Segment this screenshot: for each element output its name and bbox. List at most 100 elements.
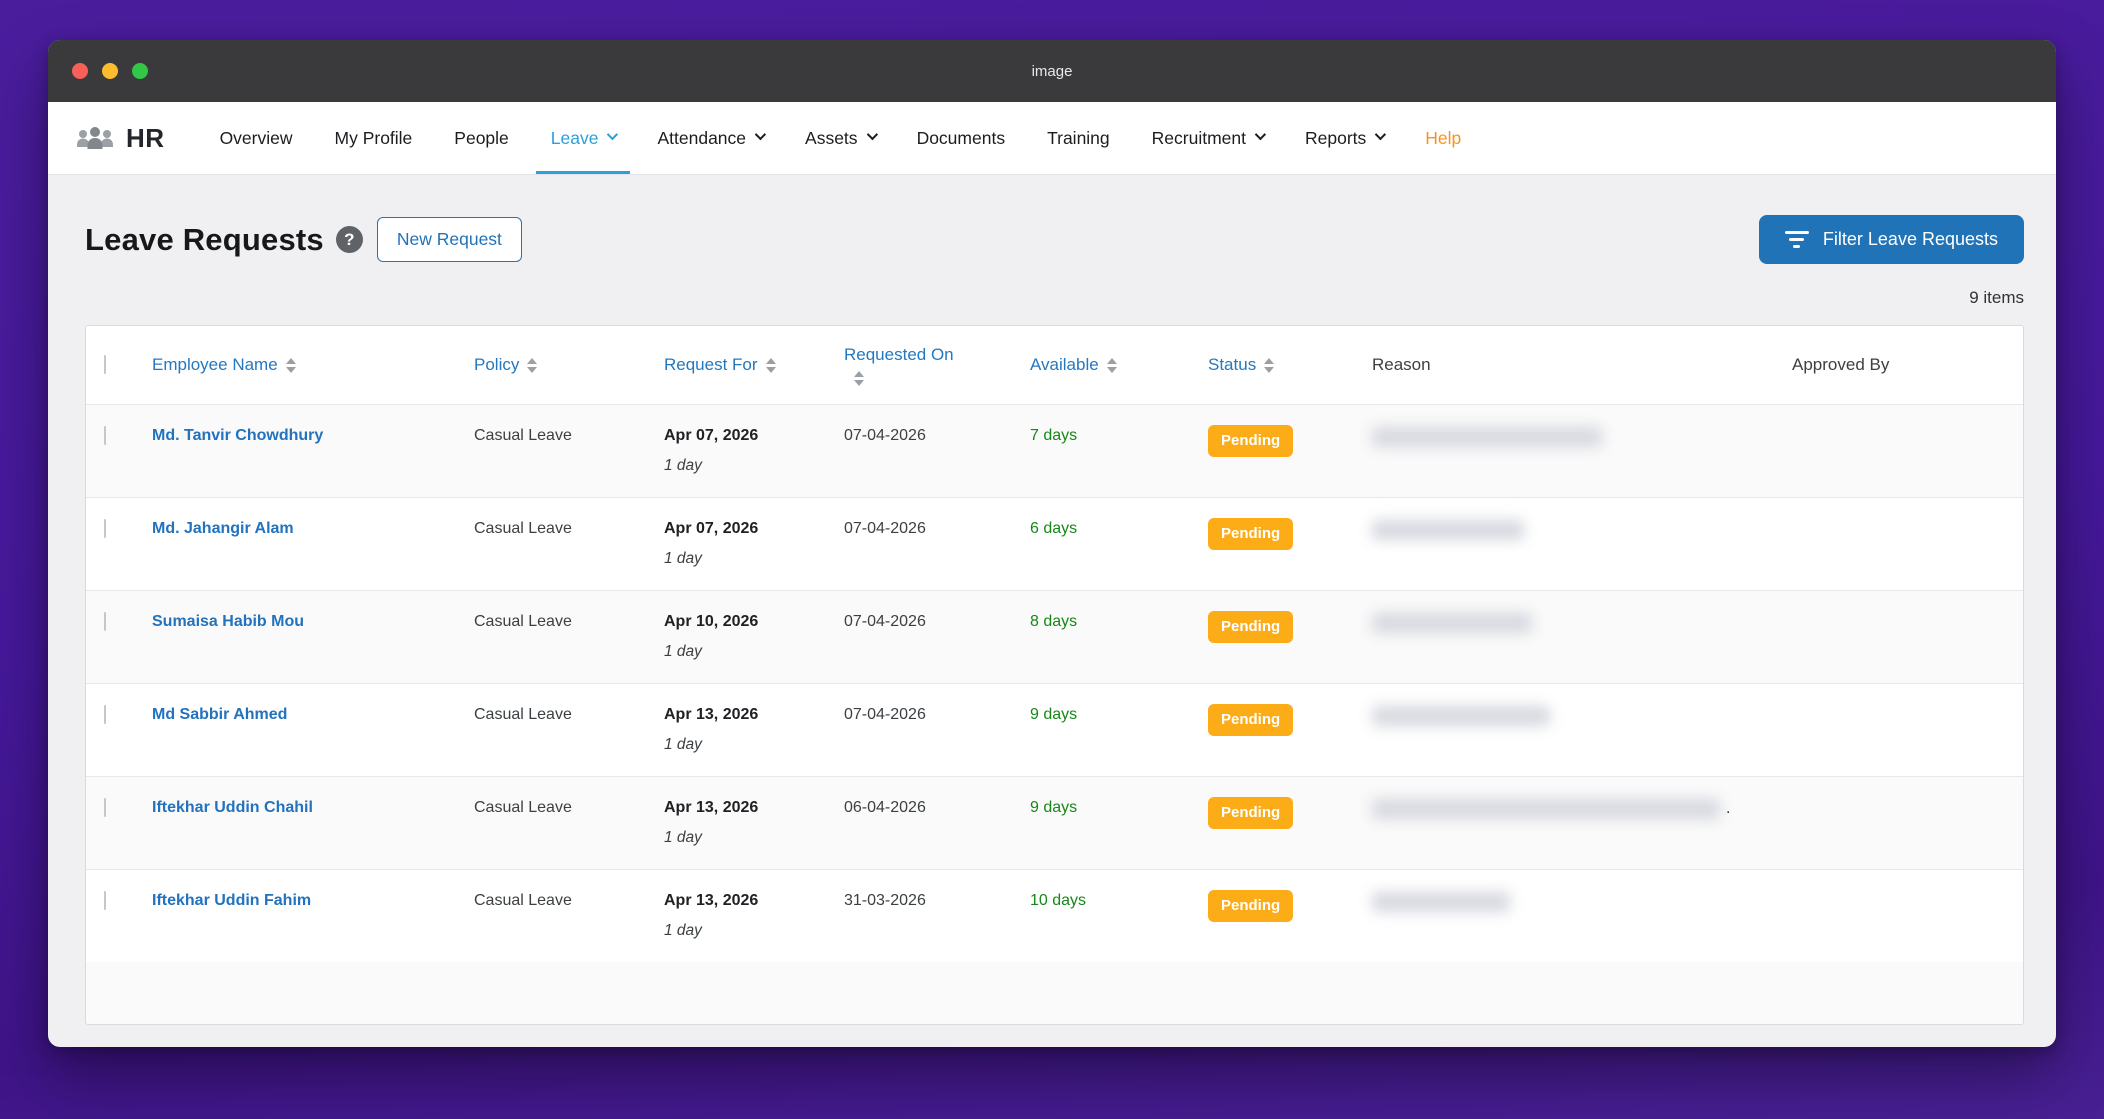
column-header-requested-on[interactable]: Requested On xyxy=(842,345,1028,386)
nav-item-label: Help xyxy=(1425,127,1462,148)
row-checkbox[interactable] xyxy=(104,891,106,910)
requested-on-cell: 06-04-2026 xyxy=(844,799,926,816)
nav-item-label: My Profile xyxy=(334,127,413,148)
employee-name-link[interactable]: Md. Jahangir Alam xyxy=(152,520,294,537)
nav-item-assets[interactable]: Assets xyxy=(784,102,896,174)
nav-item-label: Leave xyxy=(550,127,599,148)
sort-arrows-icon xyxy=(765,357,776,373)
column-header-reason: Reason xyxy=(1370,355,1790,375)
requested-on-cell: 07-04-2026 xyxy=(844,706,926,723)
reason-cell xyxy=(1370,498,1790,590)
chevron-down-icon xyxy=(1254,128,1267,141)
status-cell: Pending xyxy=(1206,777,1370,869)
column-header-request-for[interactable]: Request For xyxy=(662,355,842,375)
approved-by-cell xyxy=(1790,870,2023,962)
column-header-label: Policy xyxy=(474,355,520,374)
policy-cell: Casual Leave xyxy=(474,799,572,816)
request-for-cell: Apr 07, 2026 1 day xyxy=(662,405,842,497)
approved-by-cell xyxy=(1790,591,2023,683)
column-header-status[interactable]: Status xyxy=(1206,355,1370,375)
nav-item-reports[interactable]: Reports xyxy=(1284,102,1404,174)
row-checkbox-cell xyxy=(86,777,150,869)
nav-item-label: Reports xyxy=(1305,127,1367,148)
column-header-label: Status xyxy=(1208,355,1257,374)
requested-on-cell: 31-03-2026 xyxy=(844,892,926,909)
page-header: Leave Requests ? New Request Filter Leav… xyxy=(85,215,2024,264)
nav-item-help[interactable]: Help xyxy=(1404,102,1482,174)
leave-requests-table: Employee Name Policy Request For Request… xyxy=(85,325,2024,1025)
reason-redacted-text xyxy=(1372,799,1720,819)
nav-item-label: Assets xyxy=(805,127,858,148)
new-request-button[interactable]: New Request xyxy=(376,217,522,262)
request-for-duration: 1 day xyxy=(664,736,702,753)
top-nav: HR Overview My Profile People Leave Atte… xyxy=(48,102,2056,175)
row-checkbox[interactable] xyxy=(104,426,106,445)
help-icon[interactable]: ? xyxy=(335,226,363,253)
request-for-date: Apr 13, 2026 xyxy=(664,706,759,723)
column-header-available[interactable]: Available xyxy=(1028,355,1206,375)
brand-logo[interactable]: HR xyxy=(76,102,165,174)
policy-cell: Casual Leave xyxy=(474,613,572,630)
sort-arrows-icon xyxy=(527,357,538,373)
employee-name-link[interactable]: Sumaisa Habib Mou xyxy=(152,613,305,630)
employee-name-link[interactable]: Md. Tanvir Chowdhury xyxy=(152,427,324,444)
chevron-down-icon xyxy=(607,128,619,141)
request-for-cell: Apr 13, 2026 1 day xyxy=(662,870,842,962)
nav-item-my-profile[interactable]: My Profile xyxy=(314,102,434,174)
nav-item-label: Attendance xyxy=(657,127,747,148)
filter-leave-requests-button[interactable]: Filter Leave Requests xyxy=(1758,215,2024,264)
column-header-employee-name[interactable]: Employee Name xyxy=(150,355,472,375)
status-cell: Pending xyxy=(1206,684,1370,776)
header-checkbox-cell xyxy=(86,355,150,374)
table-row: Md Sabbir Ahmed Casual Leave Apr 13, 202… xyxy=(86,683,2023,776)
row-checkbox[interactable] xyxy=(104,705,106,724)
table-row: Iftekhar Uddin Fahim Casual Leave Apr 13… xyxy=(86,869,2023,962)
brand-text: HR xyxy=(126,122,165,153)
nav-item-recruitment[interactable]: Recruitment xyxy=(1131,102,1284,174)
request-for-date: Apr 07, 2026 xyxy=(664,427,759,444)
zoom-button[interactable] xyxy=(132,63,148,79)
approved-by-cell xyxy=(1790,684,2023,776)
request-for-date: Apr 13, 2026 xyxy=(664,892,759,909)
status-cell: Pending xyxy=(1206,591,1370,683)
reason-cell xyxy=(1370,591,1790,683)
reason-redacted-text xyxy=(1372,706,1550,726)
column-header-policy[interactable]: Policy xyxy=(472,355,662,375)
approved-by-cell xyxy=(1790,405,2023,497)
approved-by-cell xyxy=(1790,777,2023,869)
select-all-checkbox[interactable] xyxy=(104,355,106,374)
available-days-cell: 10 days xyxy=(1030,892,1087,909)
nav-item-people[interactable]: People xyxy=(433,102,530,174)
row-checkbox[interactable] xyxy=(104,612,106,631)
available-days-cell: 9 days xyxy=(1030,799,1078,816)
employee-name-link[interactable]: Iftekhar Uddin Fahim xyxy=(152,892,312,909)
status-badge: Pending xyxy=(1208,890,1294,922)
reason-redacted-text xyxy=(1372,520,1524,540)
minimize-button[interactable] xyxy=(102,63,118,79)
reason-cell xyxy=(1370,870,1790,962)
available-days-cell: 9 days xyxy=(1030,706,1078,723)
filter-button-label: Filter Leave Requests xyxy=(1822,229,1998,249)
nav-items: Overview My Profile People Leave Attenda… xyxy=(199,102,1483,174)
policy-cell: Casual Leave xyxy=(474,520,572,537)
employee-name-link[interactable]: Md Sabbir Ahmed xyxy=(152,706,288,723)
nav-item-label: Training xyxy=(1047,127,1110,148)
close-button[interactable] xyxy=(72,63,88,79)
status-cell: Pending xyxy=(1206,870,1370,962)
nav-item-label: Overview xyxy=(219,127,293,148)
nav-item-documents[interactable]: Documents xyxy=(896,102,1027,174)
nav-item-attendance[interactable]: Attendance xyxy=(636,102,784,174)
table-row: Iftekhar Uddin Chahil Casual Leave Apr 1… xyxy=(86,776,2023,869)
row-checkbox[interactable] xyxy=(104,798,106,817)
nav-item-training[interactable]: Training xyxy=(1026,102,1131,174)
row-checkbox-cell xyxy=(86,405,150,497)
nav-item-label: People xyxy=(454,127,509,148)
nav-item-overview[interactable]: Overview xyxy=(199,102,314,174)
table-header-row: Employee Name Policy Request For Request… xyxy=(86,326,2023,404)
nav-item-leave[interactable]: Leave xyxy=(530,102,637,174)
request-for-cell: Apr 07, 2026 1 day xyxy=(662,498,842,590)
row-checkbox[interactable] xyxy=(104,519,106,538)
traffic-lights xyxy=(72,63,148,79)
employee-name-link[interactable]: Iftekhar Uddin Chahil xyxy=(152,799,313,816)
request-for-date: Apr 07, 2026 xyxy=(664,520,759,537)
